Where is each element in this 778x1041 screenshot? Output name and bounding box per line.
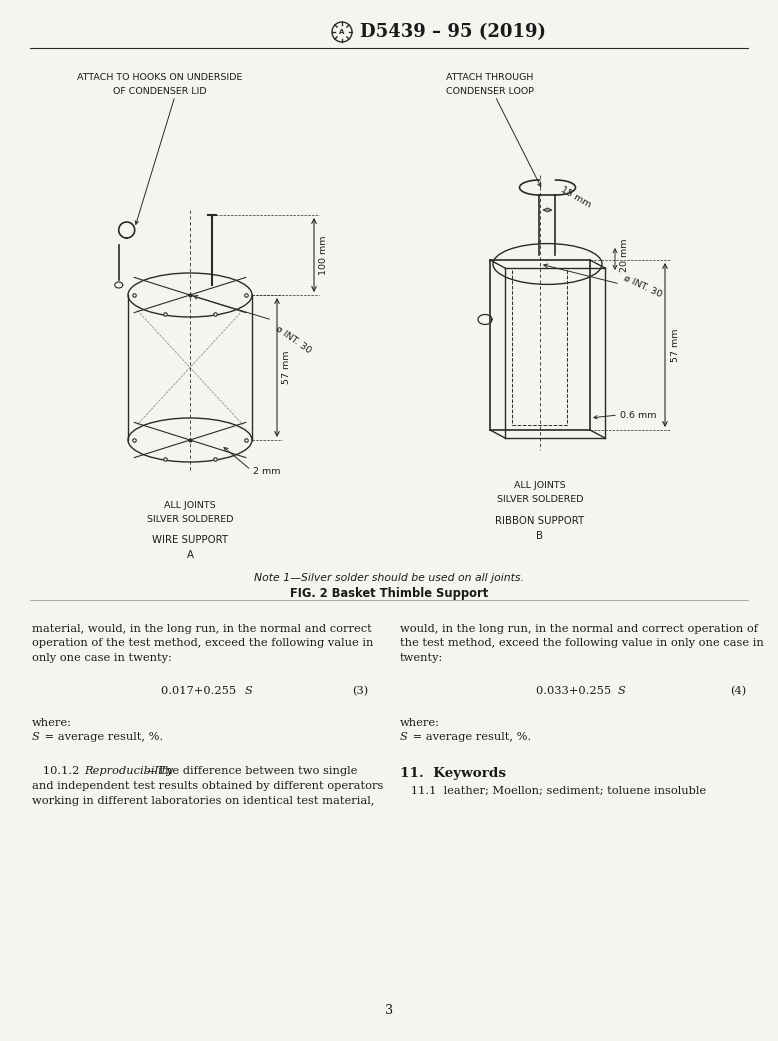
Text: ATTACH THROUGH: ATTACH THROUGH: [447, 74, 534, 82]
Text: Note 1—Silver solder should be used on all joints.: Note 1—Silver solder should be used on a…: [254, 573, 524, 583]
Text: SILVER SOLDERED: SILVER SOLDERED: [147, 514, 233, 524]
Text: OF CONDENSER LID: OF CONDENSER LID: [113, 87, 207, 97]
Text: would, in the long run, in the normal and correct operation of: would, in the long run, in the normal an…: [400, 624, 758, 634]
Text: 2 mm: 2 mm: [253, 467, 281, 477]
Text: 10.1.2: 10.1.2: [32, 766, 83, 777]
Text: 11.  Keywords: 11. Keywords: [400, 766, 506, 780]
Text: S: S: [32, 732, 40, 742]
Text: FIG. 2 Basket Thimble Support: FIG. 2 Basket Thimble Support: [290, 587, 488, 601]
Text: = average result, %.: = average result, %.: [409, 732, 531, 742]
Text: the test method, exceed the following value in only one case in: the test method, exceed the following va…: [400, 638, 764, 649]
Text: SILVER SOLDERED: SILVER SOLDERED: [496, 496, 584, 505]
Text: = average result, %.: = average result, %.: [41, 732, 163, 742]
Text: ALL JOINTS: ALL JOINTS: [514, 482, 566, 490]
Text: S: S: [618, 686, 626, 695]
Text: twenty:: twenty:: [400, 653, 443, 663]
Text: A: A: [339, 29, 345, 35]
Text: operation of the test method, exceed the following value in: operation of the test method, exceed the…: [32, 638, 373, 649]
Text: RIBBON SUPPORT: RIBBON SUPPORT: [496, 516, 584, 526]
Text: 20 mm: 20 mm: [620, 238, 629, 272]
Text: D5439 – 95 (2019): D5439 – 95 (2019): [360, 23, 546, 41]
Text: ALL JOINTS: ALL JOINTS: [164, 501, 216, 509]
Text: ATTACH TO HOOKS ON UNDERSIDE: ATTACH TO HOOKS ON UNDERSIDE: [77, 74, 243, 82]
Text: (3): (3): [352, 686, 368, 695]
Text: where:: where:: [400, 717, 440, 728]
Text: 0.017+0.255: 0.017+0.255: [160, 686, 240, 695]
Text: where:: where:: [32, 717, 72, 728]
Text: ø INT. 30: ø INT. 30: [274, 325, 313, 356]
Text: S: S: [400, 732, 408, 742]
Text: working in different laboratories on identical test material,: working in different laboratories on ide…: [32, 795, 374, 806]
Text: (4): (4): [730, 686, 746, 695]
Text: 57 mm: 57 mm: [282, 351, 291, 384]
Text: 0.033+0.255: 0.033+0.255: [535, 686, 615, 695]
Text: —The difference between two single: —The difference between two single: [146, 766, 357, 777]
Text: 0.6 mm: 0.6 mm: [620, 410, 657, 420]
Text: material, would, in the long run, in the normal and correct: material, would, in the long run, in the…: [32, 624, 372, 634]
Text: Reproducibility: Reproducibility: [84, 766, 173, 777]
Text: 11.1  leather; Moellon; sediment; toluene insoluble: 11.1 leather; Moellon; sediment; toluene…: [400, 786, 706, 796]
Text: 100 mm: 100 mm: [319, 235, 328, 275]
Text: only one case in twenty:: only one case in twenty:: [32, 653, 172, 663]
Text: A: A: [187, 550, 194, 560]
Text: 3: 3: [385, 1004, 393, 1016]
Text: B: B: [537, 531, 544, 541]
Text: WIRE SUPPORT: WIRE SUPPORT: [152, 535, 228, 545]
Text: 57 mm: 57 mm: [671, 328, 680, 362]
Text: ø INT. 30: ø INT. 30: [622, 273, 663, 299]
Text: S: S: [245, 686, 253, 695]
Text: and independent test results obtained by different operators: and independent test results obtained by…: [32, 781, 384, 791]
Text: 15 mm: 15 mm: [559, 184, 593, 209]
Text: CONDENSER LOOP: CONDENSER LOOP: [446, 87, 534, 97]
